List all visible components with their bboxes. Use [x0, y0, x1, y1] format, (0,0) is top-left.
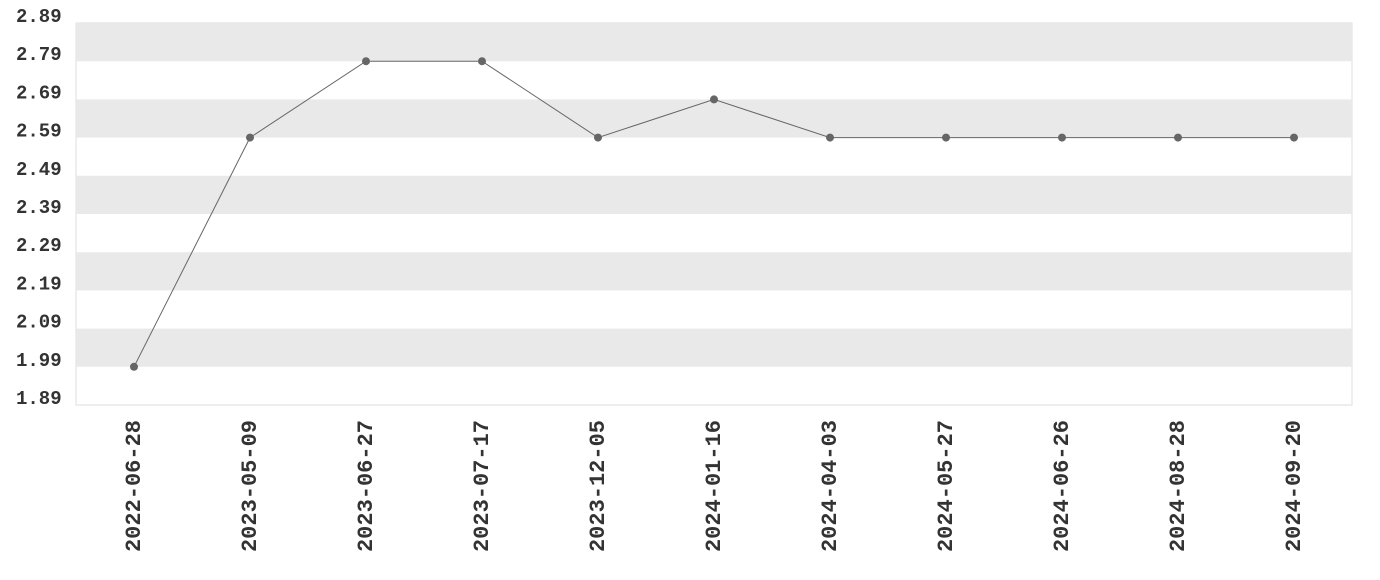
- y-tick-label: 2.79: [16, 44, 62, 66]
- point: [942, 133, 950, 142]
- x-tick-label: 2024-08-28: [1166, 420, 1191, 552]
- y-tick-label: 2.39: [16, 197, 62, 219]
- y-tick-label: 2.19: [16, 273, 62, 295]
- x-tick-label: 2024-06-26: [1050, 420, 1075, 552]
- x-tick-label: 2024-01-16: [702, 420, 727, 552]
- y-tick-label: 1.89: [16, 388, 62, 410]
- y-tick-label: 2.89: [16, 6, 62, 28]
- grid-band: [76, 252, 1352, 291]
- point: [710, 95, 718, 104]
- x-tick-label: 2024-05-27: [934, 420, 959, 552]
- grid-band: [76, 99, 1352, 138]
- point: [1174, 133, 1182, 142]
- point: [130, 362, 138, 371]
- grid-band: [76, 175, 1352, 214]
- x-tick-label: 2023-07-17: [470, 420, 495, 552]
- y-tick-label: 2.09: [16, 312, 62, 334]
- y-tick-label: 2.59: [16, 121, 62, 143]
- x-tick-label: 2022-06-28: [122, 420, 147, 552]
- y-tick-label: 2.49: [16, 159, 62, 181]
- point: [362, 57, 370, 66]
- point: [478, 57, 486, 66]
- x-tick-label: 2024-04-03: [818, 420, 843, 552]
- y-tick-label: 1.99: [16, 350, 62, 372]
- grid-band: [76, 328, 1352, 367]
- grid-band: [76, 23, 1352, 62]
- x-tick-label: 2023-12-05: [586, 420, 611, 552]
- y-tick-label: 2.29: [16, 235, 62, 257]
- point: [1290, 133, 1298, 142]
- x-tick-label: 2023-06-27: [354, 420, 379, 552]
- x-tick-label: 2024-09-20: [1282, 420, 1307, 552]
- point: [826, 133, 834, 142]
- x-tick-label: 2023-05-09: [238, 420, 263, 552]
- y-tick-label: 2.69: [16, 82, 62, 104]
- point: [1058, 133, 1066, 142]
- point: [246, 133, 254, 142]
- point: [594, 133, 602, 142]
